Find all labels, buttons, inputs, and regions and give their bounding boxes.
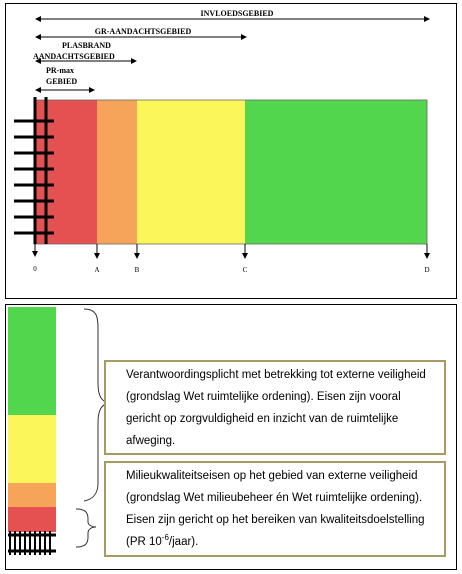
marker-d: D bbox=[424, 244, 430, 274]
note-milieu-text-end: /jaar). bbox=[168, 536, 199, 548]
svg-text:B: B bbox=[135, 266, 140, 274]
note-milieu-text: Milieukwaliteitseisen op het gebied van … bbox=[126, 470, 425, 548]
stack-orange bbox=[8, 483, 56, 507]
note-verantwoordingsplicht-text: Verantwoordingsplicht met betrekking tot… bbox=[126, 369, 426, 447]
marker-b: B bbox=[134, 244, 140, 274]
note-verantwoordingsplicht: Verantwoordingsplicht met betrekking tot… bbox=[104, 360, 446, 455]
svg-text:D: D bbox=[424, 266, 429, 274]
plasbrand-label-line2: AANDACHTSGEBIED bbox=[33, 52, 115, 61]
marker-c: C bbox=[242, 244, 248, 274]
note-milieukwaliteitseisen: Milieukwaliteitseisen op het gebied van … bbox=[104, 461, 446, 557]
stack-green bbox=[8, 307, 56, 415]
gr-aandachtsgebied-label: GR-AANDACHTSGEBIED bbox=[95, 27, 192, 36]
marker-0: 0 bbox=[32, 244, 38, 273]
zone-diagram-panel: INVLOEDSGEBIED GR-AANDACHTSGEBIED PLASBR… bbox=[5, 3, 457, 299]
zone-diagram: INVLOEDSGEBIED GR-AANDACHTSGEBIED PLASBR… bbox=[14, 9, 430, 274]
zone-orange bbox=[97, 100, 137, 244]
svg-text:0: 0 bbox=[33, 265, 37, 273]
stack-track bbox=[8, 531, 56, 555]
svg-text:C: C bbox=[243, 266, 248, 274]
plasbrand-label-line1: PLASBRAND bbox=[62, 41, 111, 50]
marker-a: A bbox=[94, 244, 100, 274]
railway-track bbox=[14, 97, 54, 244]
invloedsgebied-label: INVLOEDSGEBIED bbox=[201, 9, 274, 18]
stack-yellow bbox=[8, 415, 56, 483]
svg-text:A: A bbox=[94, 266, 99, 274]
zone-green bbox=[245, 100, 427, 244]
note-milieu-exponent: -6 bbox=[161, 533, 169, 543]
pr-max-label-line2: GEBIED bbox=[46, 77, 77, 86]
stack-red bbox=[8, 507, 56, 532]
pr-max-label-line1: PR-max bbox=[46, 66, 74, 75]
small-brace bbox=[75, 508, 97, 548]
requirements-panel: Verantwoordingsplicht met betrekking tot… bbox=[5, 304, 457, 570]
zone-yellow bbox=[137, 100, 245, 244]
